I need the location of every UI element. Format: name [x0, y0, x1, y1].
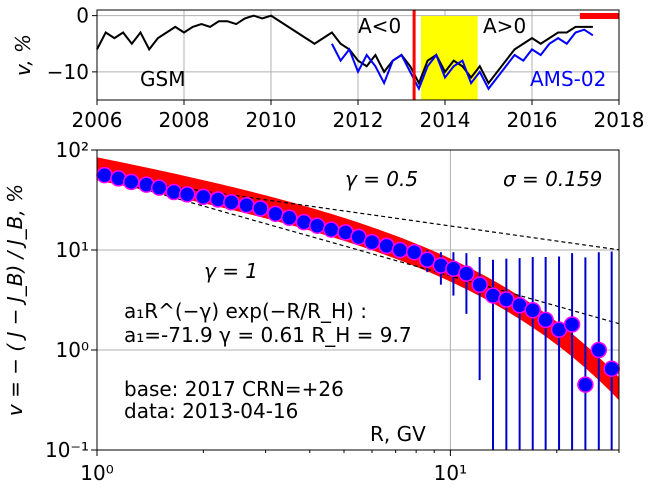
data-point — [209, 191, 227, 208]
bottom-frame — [96, 149, 620, 451]
data-point — [603, 360, 620, 377]
gamma-half-label: γ = 0.5 — [345, 167, 418, 191]
polarity-negative-label: A<0 — [358, 14, 401, 38]
reference-bar — [579, 13, 619, 19]
bottom-ytick-label: 10¹ — [56, 238, 89, 262]
data-point — [309, 217, 326, 234]
data-point — [165, 183, 183, 201]
data-point — [322, 221, 340, 238]
data-point — [590, 341, 608, 359]
gsm-label: GSM — [140, 67, 185, 91]
data-point — [122, 173, 140, 191]
top-xtick-label: 2012 — [333, 108, 384, 132]
top-ytick-label: −10 — [47, 60, 89, 84]
data-point — [391, 241, 409, 259]
top-xtick-label: 2016 — [507, 108, 558, 132]
data-points — [96, 166, 620, 393]
top-ylabel: v, % — [11, 34, 35, 76]
data-point — [252, 200, 269, 217]
top-ticks: 2006 2008 2010 2012 2014 2016 2018 0 −10 — [47, 4, 645, 132]
top-ytick-label: 0 — [76, 4, 89, 28]
top-xtick-label: 2014 — [420, 108, 471, 132]
polarity-positive-label: A>0 — [483, 14, 526, 38]
top-series — [96, 14, 594, 92]
data-point — [418, 251, 436, 268]
fit-params-label: a₁=-71.9 γ = 0.61 R_H = 9.7 — [124, 323, 412, 347]
sigma-label: σ = 0.159 — [503, 167, 602, 191]
top-panel: 2006 2008 2010 2012 2014 2016 2018 0 −10 GSM A<0… — [11, 4, 644, 132]
data-point — [563, 316, 581, 333]
gsm-series-line — [96, 14, 593, 86]
data-point — [471, 276, 488, 293]
error-bars — [413, 245, 613, 450]
bottom-ytick-label: 10⁰ — [56, 338, 89, 362]
data-point — [281, 209, 298, 227]
bottom-xtick-label: 10⁰ — [80, 461, 113, 485]
ams-label: AMS-02 — [530, 67, 606, 91]
bottom-ytick-label: 10⁻¹ — [45, 438, 89, 462]
bottom-xlabel: R, GV — [370, 422, 426, 446]
polarity-band — [421, 16, 478, 100]
data-point — [223, 194, 240, 211]
data-point — [195, 188, 212, 206]
bottom-xtick-label: 10¹ — [434, 461, 467, 485]
data-point — [524, 301, 541, 319]
data-point — [267, 205, 284, 223]
top-xtick-label: 2010 — [246, 108, 297, 132]
top-xtick-label: 2018 — [594, 108, 645, 132]
data-point — [405, 243, 423, 261]
data-point — [537, 311, 554, 329]
data-point — [295, 213, 313, 231]
data-point — [178, 186, 196, 203]
base-label: base: 2017 CRN=+26 — [124, 377, 344, 401]
ams-series-line — [331, 28, 594, 92]
formula-label: a₁R^(−γ) exp(−R/R_H) : — [124, 299, 367, 323]
data-point — [363, 233, 381, 251]
data-point — [238, 197, 255, 214]
data-point — [96, 166, 113, 184]
bottom-ytick-label: 10² — [56, 138, 89, 162]
data-point — [458, 265, 475, 282]
data-date-label: data: 2013-04-16 — [124, 399, 298, 423]
gamma-one-label: γ = 1 — [204, 259, 258, 283]
bottom-ylabel: v = − ( J − J_B) / J_B, % — [3, 184, 27, 416]
top-xtick-label: 2008 — [159, 108, 210, 132]
top-xtick-label: 2006 — [72, 108, 123, 132]
data-point — [150, 179, 168, 196]
data-point — [577, 376, 594, 393]
